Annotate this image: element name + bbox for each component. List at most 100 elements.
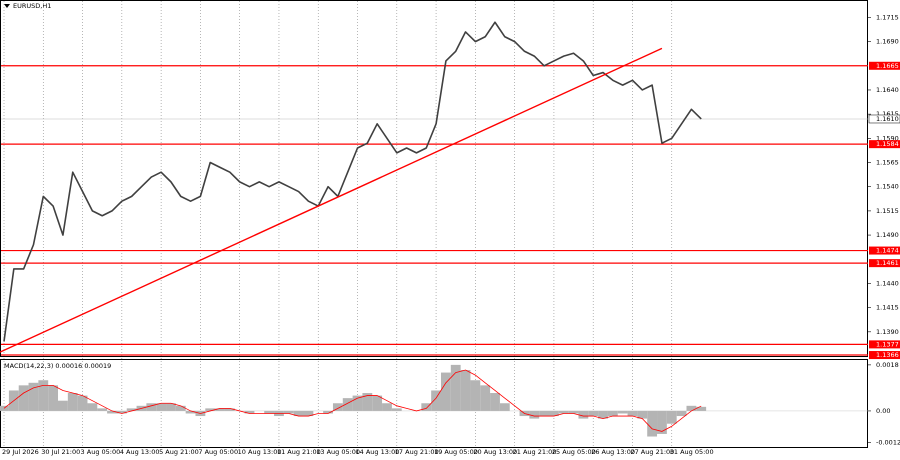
macd-bar (67, 393, 78, 411)
macd-bar (48, 385, 59, 411)
menu-icon (4, 4, 10, 8)
macd-bar (264, 410, 275, 414)
macd-bar (166, 403, 176, 411)
last-price-label: 1.1610 (876, 115, 899, 123)
x-tick-label: 27 Aug 21:00 (630, 448, 674, 456)
level-label-box (869, 246, 900, 255)
macd-bar (431, 390, 441, 411)
y-tick-label: 0.00 (876, 407, 890, 415)
level-label: 1.1474 (876, 247, 899, 255)
macd-bar (146, 403, 157, 411)
macd-bar (185, 410, 196, 414)
macd-bar (87, 403, 98, 411)
x-tick-label: 5 Aug 21:00 (159, 448, 199, 456)
macd-bar (480, 385, 491, 411)
macd-bar (440, 372, 451, 411)
macd-bar (244, 410, 255, 414)
macd-bar (224, 408, 235, 411)
x-tick-label: 17 Aug 21:00 (395, 448, 439, 456)
y-tick-label: 1.1690 (876, 38, 899, 46)
level-label-box (869, 61, 900, 70)
macd-bar (499, 403, 510, 411)
chart-title: EURUSD,H1 (13, 2, 51, 10)
level-label-box (869, 351, 900, 360)
price-panel (0, 0, 868, 357)
y-tick-label: 1.1515 (876, 207, 899, 215)
macd-bar (696, 406, 707, 411)
y-tick-label: 1.1565 (876, 159, 899, 167)
x-tick-label: 13 Aug 05:00 (316, 448, 360, 456)
macd-bar (332, 403, 343, 411)
x-tick-label: 31 Aug 05:00 (670, 448, 714, 456)
macd-panel (0, 359, 868, 448)
macd-bar (303, 410, 314, 417)
macd-bar (647, 410, 658, 437)
macd-bar (372, 395, 383, 411)
macd-bar (607, 410, 618, 417)
macd-bar (539, 410, 550, 417)
x-tick-label: 20 Aug 13:00 (473, 448, 517, 456)
macd-bar (637, 410, 648, 419)
y-tick-label: -0.00123 (876, 438, 900, 446)
x-tick-label: 26 Aug 13:00 (591, 448, 635, 456)
price-line (3, 21, 702, 342)
macd-bar (558, 410, 569, 414)
macd-bar (215, 408, 225, 411)
x-tick-label: 14 Aug 13:00 (356, 448, 400, 456)
level-label: 1.1366 (876, 351, 899, 359)
macd-bar (97, 408, 108, 411)
y-tick-label: 0.0018 (876, 361, 899, 369)
y-tick-label: 1.1715 (876, 13, 899, 21)
macd-bar (205, 408, 216, 411)
macd-bar (578, 410, 589, 419)
y-tick-label: 1.1490 (876, 231, 899, 239)
macd-bar (657, 410, 667, 434)
macd-bar (686, 405, 697, 411)
y-tick-label: 1.1615 (876, 110, 899, 118)
y-tick-label: 1.1415 (876, 304, 899, 312)
macd-bar (391, 408, 402, 411)
y-tick-label: 1.1540 (876, 183, 899, 191)
macd-bar (421, 403, 432, 411)
macd-bar (362, 393, 373, 411)
level-label: 1.1665 (876, 62, 899, 70)
x-tick-label: 21 Aug 21:00 (513, 448, 557, 456)
macd-bar (382, 403, 392, 411)
macd-bar (116, 410, 127, 414)
macd-bar (666, 410, 677, 424)
macd-bar (598, 410, 608, 419)
macd-bar (175, 405, 186, 411)
level-label-box (869, 259, 900, 268)
x-tick-label: 19 Aug 05:00 (434, 448, 478, 456)
macd-bar (588, 410, 599, 417)
macd-bar (450, 364, 461, 411)
x-tick-label: 11 Aug 21:00 (277, 448, 321, 456)
macd-bar (676, 410, 687, 417)
macd-bar (490, 393, 500, 411)
y-tick-label: 1.1440 (876, 279, 899, 287)
macd-bar (323, 410, 333, 414)
y-tick-label: 1.1640 (876, 86, 899, 94)
y-tick-label: 1.1390 (876, 328, 899, 336)
macd-bar (342, 398, 353, 411)
x-tick-label: 29 Jul 2026 (2, 448, 39, 456)
macd-bar (627, 410, 638, 417)
level-label: 1.1461 (876, 259, 899, 267)
x-tick-label: 10 Aug 13:00 (238, 448, 282, 456)
y-tick-label: 1.1590 (876, 134, 899, 142)
macd-bar (38, 380, 49, 411)
macd-bar (156, 403, 167, 411)
macd-bar (529, 410, 540, 419)
last-price-box (868, 114, 900, 124)
x-tick-label: 7 Aug 05:00 (198, 448, 238, 456)
macd-bar (617, 410, 628, 414)
macd-bar (568, 410, 579, 414)
level-label-box (869, 340, 900, 349)
macd-bar (283, 410, 294, 414)
x-tick-label: 3 Aug 05:00 (81, 448, 121, 456)
x-tick-label: 4 Aug 13:00 (120, 448, 160, 456)
macd-bar (549, 410, 559, 417)
macd-bar (58, 400, 68, 411)
signal-line (3, 369, 702, 432)
